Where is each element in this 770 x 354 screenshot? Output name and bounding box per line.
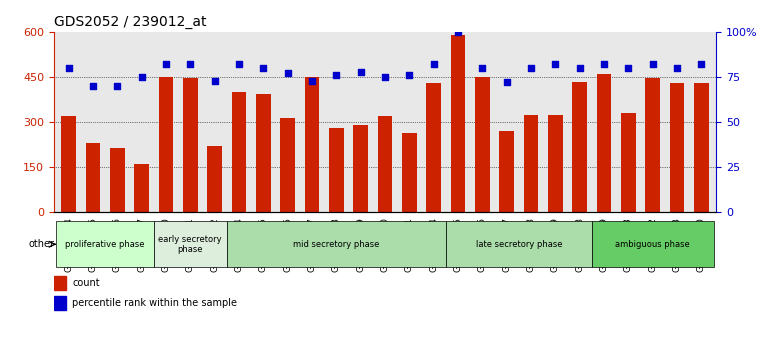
- Text: early secretory
phase: early secretory phase: [159, 235, 222, 254]
- Bar: [134, 164, 149, 212]
- FancyBboxPatch shape: [226, 221, 446, 267]
- Point: [549, 62, 561, 67]
- Point: [354, 69, 367, 74]
- Bar: [280, 118, 295, 212]
- Bar: [54, 276, 65, 290]
- Point: [695, 62, 708, 67]
- Text: mid secretory phase: mid secretory phase: [293, 240, 380, 249]
- Bar: [207, 146, 222, 212]
- Bar: [159, 77, 173, 212]
- Text: percentile rank within the sample: percentile rank within the sample: [72, 298, 237, 308]
- Bar: [695, 83, 709, 212]
- Point: [159, 62, 172, 67]
- Bar: [572, 81, 587, 212]
- Point: [574, 65, 586, 71]
- Text: other: other: [28, 239, 55, 249]
- FancyBboxPatch shape: [446, 221, 592, 267]
- Text: late secretory phase: late secretory phase: [476, 240, 562, 249]
- Bar: [500, 131, 514, 212]
- Bar: [597, 74, 611, 212]
- Bar: [54, 296, 65, 309]
- Bar: [548, 115, 563, 212]
- Bar: [329, 128, 343, 212]
- Point: [87, 83, 99, 89]
- Point: [111, 83, 123, 89]
- Bar: [475, 77, 490, 212]
- Point: [282, 70, 294, 76]
- Point: [525, 65, 537, 71]
- Bar: [61, 116, 75, 212]
- Bar: [524, 115, 538, 212]
- Point: [233, 62, 245, 67]
- FancyBboxPatch shape: [154, 221, 226, 267]
- Point: [257, 65, 270, 71]
- Point: [184, 62, 196, 67]
- Text: count: count: [72, 279, 100, 289]
- Point: [209, 78, 221, 84]
- Point: [427, 62, 440, 67]
- FancyBboxPatch shape: [56, 221, 154, 267]
- Bar: [256, 93, 270, 212]
- Point: [647, 62, 659, 67]
- Bar: [402, 133, 417, 212]
- Point: [136, 74, 148, 80]
- Point: [403, 72, 416, 78]
- Point: [598, 62, 611, 67]
- Point: [306, 78, 318, 84]
- Bar: [305, 77, 320, 212]
- Bar: [232, 92, 246, 212]
- Point: [622, 65, 634, 71]
- Bar: [183, 79, 198, 212]
- Bar: [621, 113, 636, 212]
- Point: [62, 65, 75, 71]
- Bar: [427, 83, 441, 212]
- Point: [330, 72, 343, 78]
- FancyBboxPatch shape: [592, 221, 714, 267]
- Bar: [645, 79, 660, 212]
- Point: [500, 80, 513, 85]
- Point: [476, 65, 488, 71]
- Bar: [450, 35, 465, 212]
- Point: [671, 65, 683, 71]
- Point: [379, 74, 391, 80]
- Bar: [110, 148, 125, 212]
- Point: [452, 29, 464, 35]
- Bar: [670, 83, 685, 212]
- Bar: [353, 125, 368, 212]
- Text: proliferative phase: proliferative phase: [65, 240, 145, 249]
- Bar: [85, 143, 100, 212]
- Bar: [378, 116, 392, 212]
- Text: ambiguous phase: ambiguous phase: [615, 240, 690, 249]
- Text: GDS2052 / 239012_at: GDS2052 / 239012_at: [54, 16, 206, 29]
